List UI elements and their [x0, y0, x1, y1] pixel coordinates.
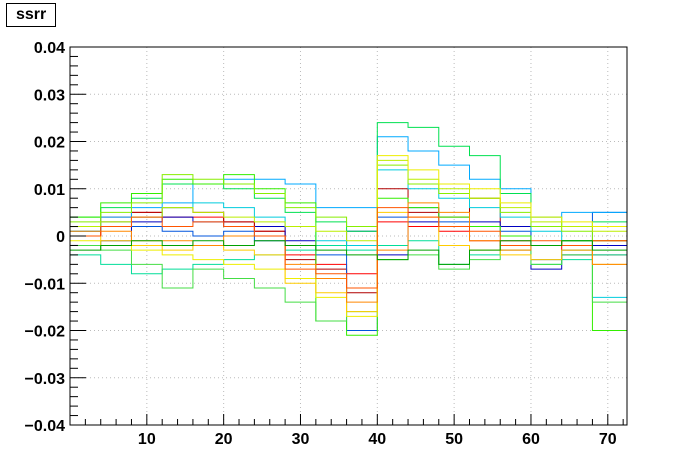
- x-tick-label: 40: [368, 431, 386, 448]
- series-line-8: [70, 122, 627, 232]
- x-tick-label: 30: [292, 431, 310, 448]
- x-tick-label: 70: [599, 431, 617, 448]
- plot-frame: [69, 46, 628, 426]
- series-line-11: [70, 164, 627, 242]
- y-tick-label: −0.03: [25, 371, 66, 388]
- series-line-16: [70, 207, 627, 289]
- series-line-14: [70, 211, 627, 313]
- series-line-3: [70, 216, 627, 270]
- tick-marks: [70, 46, 624, 426]
- y-tick-label: −0.01: [25, 276, 66, 293]
- tick-labels: 0.04 0.03 0.02 0.01 0 −0.01 −0.02 −0.03 −0.04 10 2…: [25, 40, 617, 448]
- series-line-5: [70, 136, 627, 228]
- x-tick-label: 10: [138, 431, 156, 448]
- series-line-15: [70, 202, 627, 303]
- y-tick-label: −0.02: [25, 324, 66, 341]
- series-line-10: [70, 244, 627, 322]
- y-tick-label: 0: [56, 229, 65, 246]
- series-line-6: [70, 169, 627, 298]
- y-tick-label: 0.03: [34, 87, 65, 104]
- x-tick-label: 50: [445, 431, 463, 448]
- y-tick-label: 0.04: [34, 40, 65, 57]
- x-tick-label: 20: [215, 431, 233, 448]
- series-line-12: [70, 159, 627, 242]
- chart-title: ssrr: [6, 3, 57, 27]
- series-layer: [70, 122, 627, 336]
- series-line-17: [70, 240, 627, 265]
- y-tick-label: −0.04: [25, 418, 66, 435]
- x-tick-label: 60: [522, 431, 540, 448]
- axes-frame: [69, 46, 628, 426]
- y-tick-label: 0.01: [34, 182, 65, 199]
- grid-layer: [70, 47, 627, 425]
- y-tick-label: 0.02: [34, 135, 65, 152]
